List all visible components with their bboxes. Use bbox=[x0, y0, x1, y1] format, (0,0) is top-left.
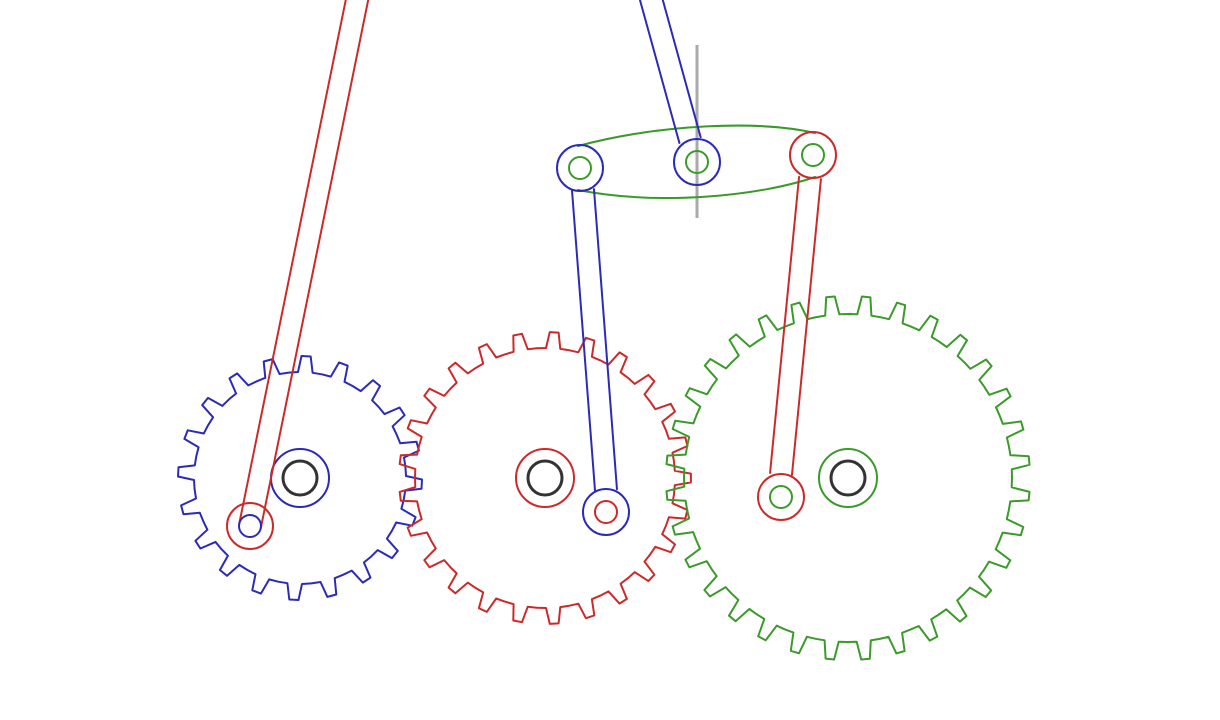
left-crank-pin bbox=[226, 502, 274, 550]
coupler-middle-pivot bbox=[673, 138, 721, 186]
small-gear bbox=[177, 355, 423, 601]
middle-connecting-rod bbox=[571, 188, 618, 492]
medium-gear bbox=[398, 331, 692, 625]
coupler-link bbox=[577, 124, 816, 199]
left-crank-rod bbox=[238, 0, 370, 530]
right-connecting-rod bbox=[769, 175, 822, 477]
coupler-left-pivot bbox=[556, 144, 604, 192]
medium-gear-axle bbox=[515, 448, 575, 508]
large-gear-axle bbox=[818, 448, 878, 508]
coupler-right-pivot bbox=[789, 131, 837, 179]
large-gear-crank-pin bbox=[757, 473, 805, 521]
large-gear bbox=[665, 295, 1031, 661]
medium-gear-crank-pin bbox=[582, 488, 630, 536]
small-gear-axle bbox=[270, 448, 330, 508]
top-drive-rod bbox=[638, 0, 702, 144]
